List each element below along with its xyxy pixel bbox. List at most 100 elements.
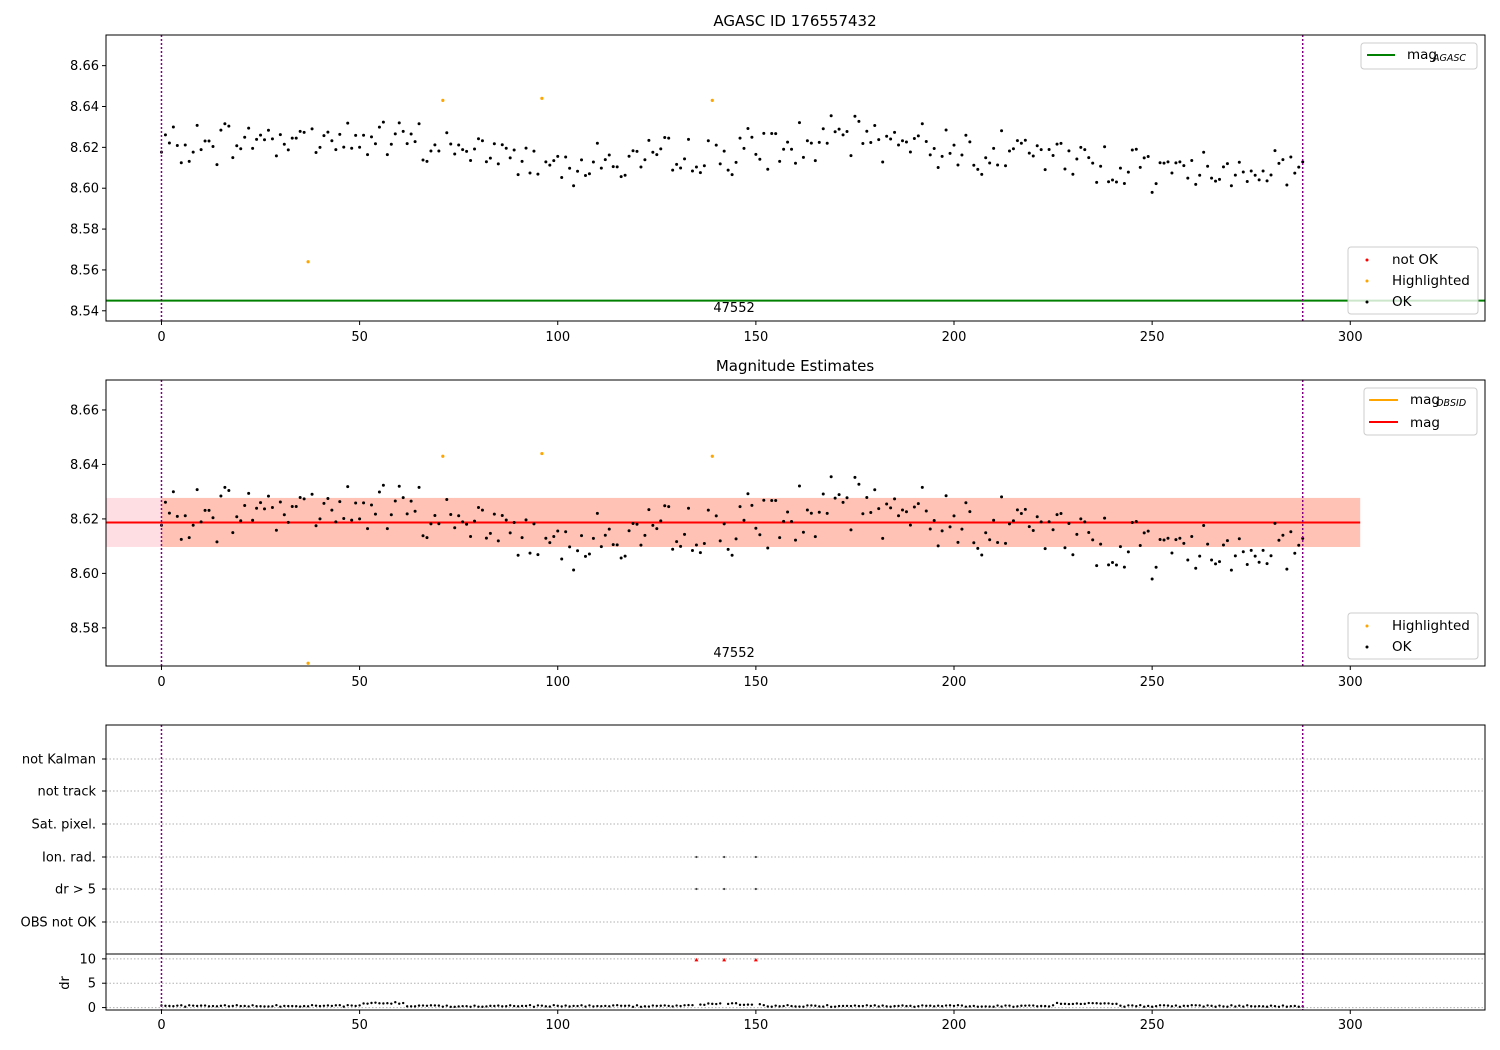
dr-point bbox=[180, 1004, 183, 1007]
dr-point bbox=[647, 1005, 651, 1008]
dr-point bbox=[1047, 1005, 1051, 1008]
ok-point bbox=[342, 145, 346, 149]
ok-point bbox=[508, 156, 512, 160]
ok-point bbox=[326, 130, 330, 134]
ok-point bbox=[278, 133, 282, 137]
ok-point bbox=[762, 131, 766, 135]
ok-point bbox=[1095, 564, 1099, 568]
ok-point bbox=[758, 533, 762, 537]
dr-point bbox=[251, 1004, 254, 1007]
ok-point bbox=[473, 519, 477, 523]
dr-point bbox=[215, 1005, 219, 1008]
dr-point bbox=[398, 1002, 401, 1005]
ok-point bbox=[663, 504, 667, 508]
ok-point bbox=[187, 159, 191, 163]
ok-point bbox=[1202, 150, 1206, 154]
ok-point bbox=[671, 547, 675, 551]
ok-point bbox=[1170, 551, 1174, 555]
ok-point bbox=[718, 162, 722, 166]
ok-point bbox=[821, 127, 825, 131]
panel-agasc-y-axis: 8.54 8.56 8.58 8.60 8.62 8.64 8.66 bbox=[70, 59, 106, 319]
ok-point bbox=[694, 543, 698, 547]
panel-magnitude-content bbox=[106, 380, 1361, 666]
dr-point bbox=[639, 1005, 643, 1009]
dr-point bbox=[394, 1001, 397, 1004]
ok-point bbox=[314, 150, 318, 154]
ok-point bbox=[544, 536, 548, 540]
ok-point bbox=[956, 540, 960, 544]
ok-point bbox=[936, 544, 940, 548]
dr-point bbox=[191, 1004, 195, 1007]
dr-point bbox=[837, 1004, 841, 1008]
dr-tick-label: 10 bbox=[79, 952, 96, 967]
ok-point bbox=[829, 475, 833, 479]
ok-point bbox=[1221, 165, 1225, 169]
ok-point bbox=[647, 138, 651, 142]
ok-point bbox=[227, 124, 231, 128]
x-tick-label: 0 bbox=[157, 330, 165, 345]
dr-point bbox=[1063, 1002, 1067, 1006]
ok-point bbox=[469, 534, 473, 538]
dr-point bbox=[766, 1005, 769, 1008]
ok-point bbox=[480, 508, 484, 512]
ok-point bbox=[1158, 537, 1162, 541]
dr-clipped-marker bbox=[722, 957, 727, 962]
ok-point bbox=[1114, 563, 1118, 567]
ok-point bbox=[568, 545, 572, 549]
ok-point bbox=[1301, 160, 1305, 164]
ok-point bbox=[786, 140, 790, 144]
ok-point bbox=[1158, 161, 1162, 165]
ok-point bbox=[342, 517, 346, 521]
ok-point bbox=[1297, 543, 1301, 547]
x-tick-label: 250 bbox=[1140, 675, 1165, 690]
ok-point bbox=[366, 527, 370, 531]
ok-point bbox=[560, 175, 564, 179]
x-tick-label: 200 bbox=[942, 330, 967, 345]
ok-point bbox=[992, 518, 996, 522]
ok-point bbox=[298, 129, 302, 133]
dr-point bbox=[726, 1002, 730, 1006]
dr-point bbox=[734, 1002, 738, 1005]
dr-point bbox=[374, 1001, 377, 1004]
dr-point bbox=[338, 1004, 341, 1007]
dr-point bbox=[259, 1005, 262, 1008]
dr-point bbox=[437, 1004, 441, 1007]
dr-point bbox=[798, 1005, 801, 1008]
ok-point bbox=[904, 140, 908, 144]
ok-point bbox=[944, 128, 948, 132]
dr-point bbox=[829, 1005, 833, 1009]
ok-point bbox=[861, 512, 865, 516]
ok-point bbox=[461, 520, 465, 524]
dr-point bbox=[1127, 1004, 1130, 1007]
ok-point bbox=[385, 153, 389, 157]
dr-point bbox=[168, 1004, 171, 1008]
ok-point bbox=[512, 520, 516, 524]
ok-point bbox=[524, 518, 528, 522]
ok-point bbox=[564, 530, 568, 534]
dr-point bbox=[429, 1004, 433, 1007]
ok-point bbox=[980, 172, 984, 176]
dr-point bbox=[917, 1004, 920, 1008]
dr-point bbox=[1190, 1004, 1193, 1007]
dr-point bbox=[176, 1004, 179, 1007]
ok-point bbox=[552, 535, 556, 539]
ok-point bbox=[1075, 157, 1079, 161]
panel-magnitude-legend-top: mag OBSID mag bbox=[1363, 387, 1478, 436]
ok-point bbox=[1237, 160, 1241, 164]
ok-point bbox=[615, 165, 619, 169]
ok-point bbox=[679, 544, 683, 548]
ok-point bbox=[659, 519, 663, 523]
ok-point bbox=[1289, 155, 1293, 159]
dr-point bbox=[1206, 1004, 1209, 1007]
ok-point bbox=[484, 536, 488, 540]
ok-point bbox=[401, 496, 405, 500]
dr-point bbox=[449, 1005, 452, 1009]
dr-point bbox=[505, 1005, 508, 1008]
ok-point bbox=[829, 114, 833, 118]
ok-point bbox=[461, 148, 465, 152]
dr-point bbox=[1111, 1002, 1114, 1006]
ok-point bbox=[972, 541, 976, 545]
legend-ok-swatch bbox=[1365, 300, 1369, 304]
ok-point bbox=[377, 125, 381, 129]
flag-label: Ion. rad. bbox=[42, 851, 96, 866]
